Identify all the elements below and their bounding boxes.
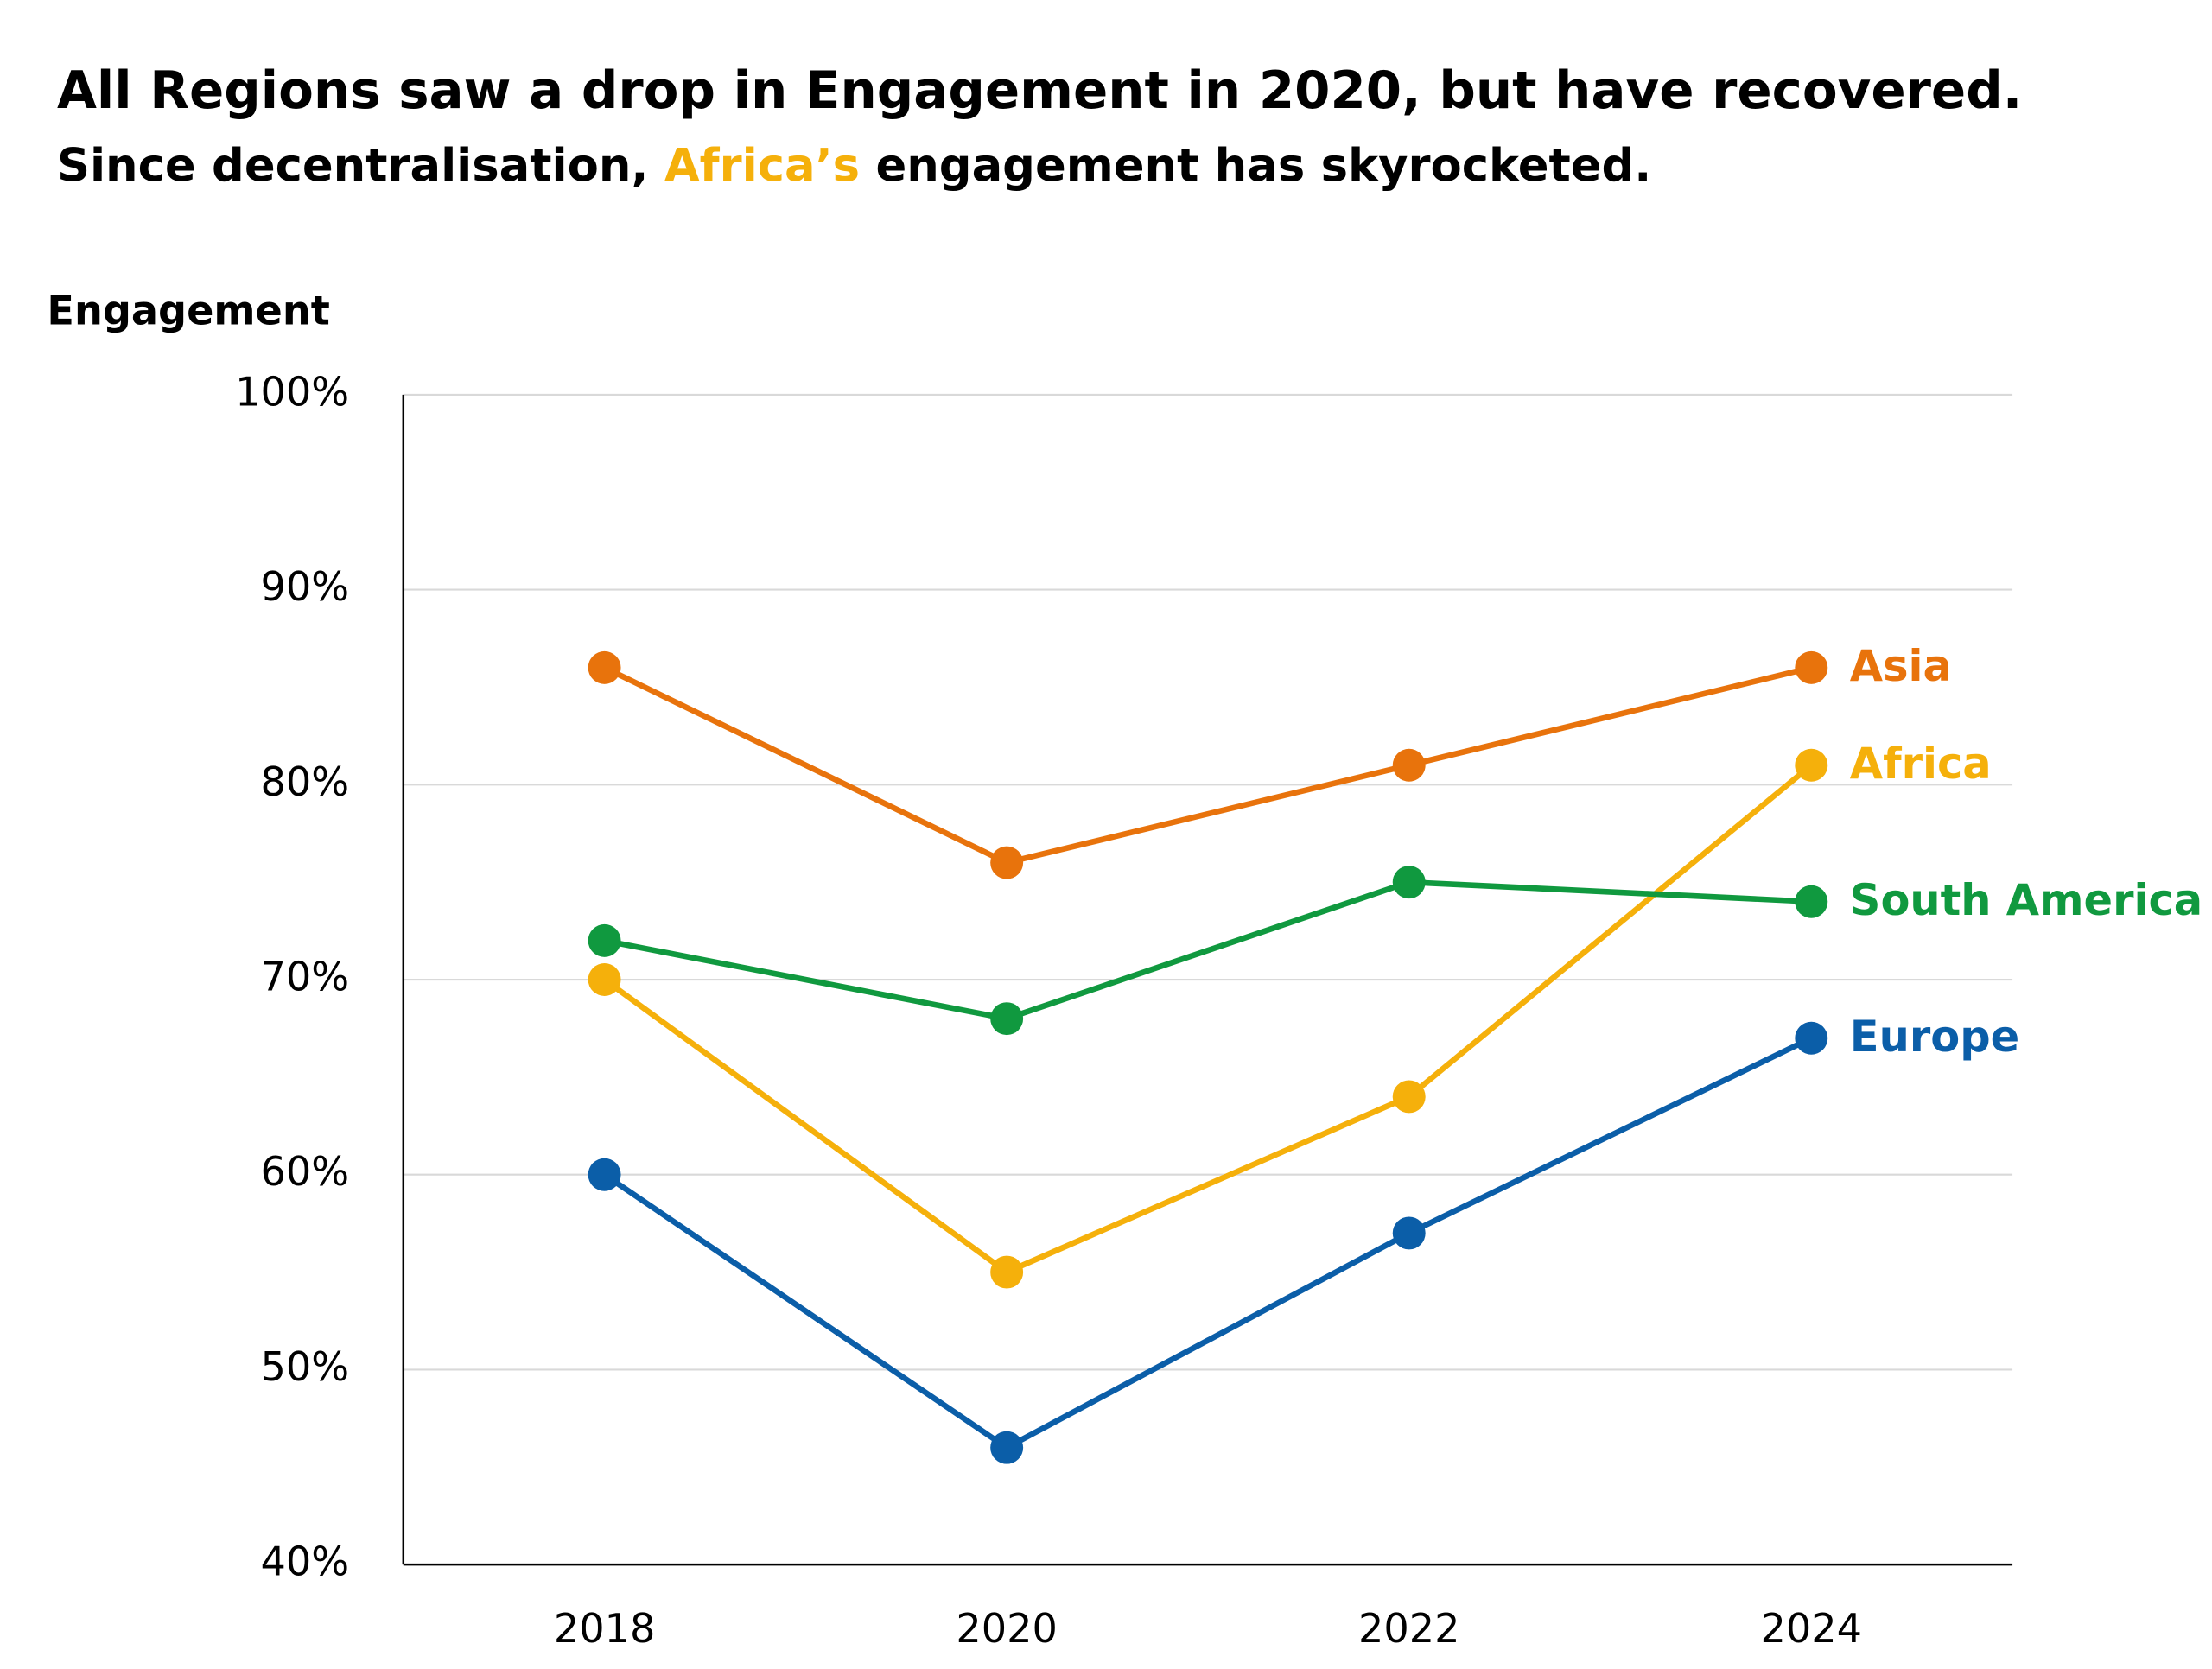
data-point (588, 923, 621, 957)
series-label: South America (1850, 875, 2202, 925)
subtitle-part: Since decentralisation, (57, 139, 664, 192)
y-tick-label: 50% (260, 1343, 349, 1390)
data-point (990, 846, 1024, 879)
x-tick-label: 2024 (1761, 1605, 1863, 1652)
data-point (1795, 1021, 1828, 1055)
x-tick-label: 2020 (956, 1605, 1058, 1652)
data-point (1392, 1080, 1426, 1114)
y-tick-label: 40% (260, 1539, 349, 1585)
data-point (1795, 885, 1828, 918)
data-point (588, 1158, 621, 1191)
data-point (588, 963, 621, 996)
data-point (990, 1002, 1024, 1036)
data-point (1392, 748, 1426, 782)
data-point (990, 1255, 1024, 1289)
data-point (1392, 866, 1426, 899)
data-point (1795, 650, 1828, 684)
subtitle-highlight: Africa’s (664, 139, 860, 192)
data-point (1392, 1216, 1426, 1250)
x-tick-label: 2022 (1358, 1605, 1460, 1652)
series-line (602, 1035, 1813, 1451)
y-tick-label: 90% (260, 563, 349, 610)
series-line (602, 763, 1814, 1275)
y-axis-title: Engagement (47, 287, 329, 333)
data-point (1795, 748, 1828, 782)
series-line (603, 664, 1813, 866)
y-tick-label: 60% (260, 1148, 349, 1195)
chart-title: All Regions saw a drop in Engagement in … (57, 61, 2022, 121)
series-line (603, 879, 1812, 1022)
subtitle-part: engagement has skyrocketed. (860, 139, 1651, 192)
series-label: Europe (1850, 1012, 2019, 1062)
series-label: Asia (1850, 641, 1952, 691)
y-tick-label: 100% (235, 368, 349, 415)
y-tick-label: 80% (260, 758, 349, 805)
data-point (990, 1431, 1024, 1464)
data-point (588, 650, 621, 684)
y-tick-label: 70% (260, 954, 349, 1000)
chart-subtitle: Since decentralisation, Africa’s engagem… (57, 139, 1651, 192)
x-tick-label: 2018 (554, 1605, 656, 1652)
series-label: Africa (1850, 739, 1992, 789)
